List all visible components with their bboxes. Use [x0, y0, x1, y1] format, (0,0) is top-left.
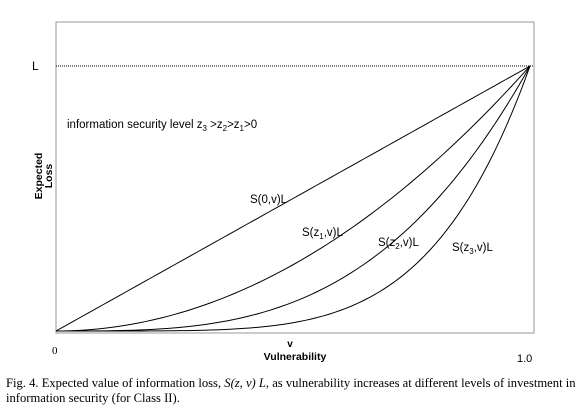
series-label-2: S(z2,v)L [378, 237, 419, 251]
plot-frame [55, 21, 535, 334]
annotation: information security level z3 >z2>z1>0 [67, 119, 257, 133]
series-line-3 [56, 65, 531, 332]
series-line-2 [56, 65, 531, 332]
series-line-0 [55, 65, 531, 332]
y-axis-label-line-2: Loss [43, 164, 55, 189]
series-label-3: S(z3,v)L [452, 242, 493, 256]
series-label-0: S(0,v)L [250, 194, 288, 206]
x-tick-1: 1.0 [517, 353, 532, 365]
series-line-1 [55, 65, 531, 332]
figure-caption: Fig. 4. Expected value of information lo… [6, 376, 576, 405]
y-axis-label-line-1: Expected [33, 153, 45, 200]
x-tick-0: 0 [52, 345, 58, 357]
y-tick-L: L [32, 59, 39, 73]
x-axis-symbol: v [287, 339, 293, 350]
series-group [55, 65, 531, 332]
x-axis-label: Vulnerability [264, 351, 327, 363]
series-label-1: S(z1,v)L [302, 227, 343, 241]
